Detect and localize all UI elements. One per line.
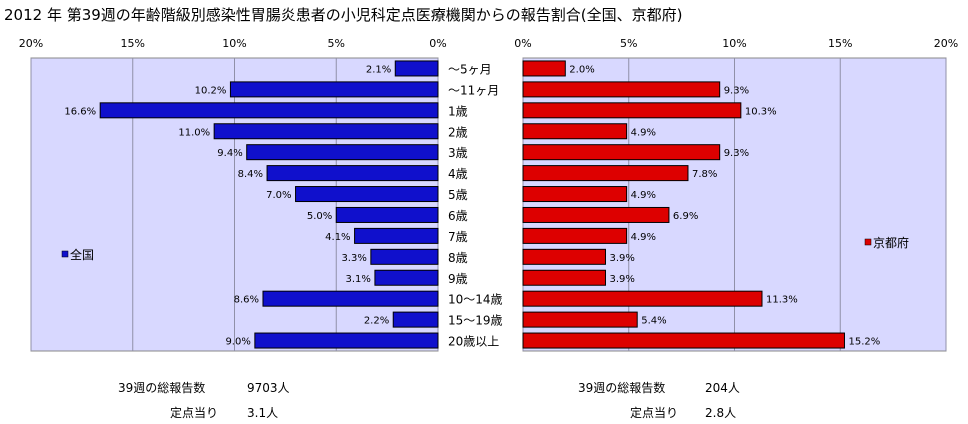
bar-zenkoku [295, 186, 439, 203]
bar-zenkoku [335, 206, 439, 223]
x-tick-label-right: 5% [620, 37, 637, 50]
data-label-kyoto: 3.9% [609, 274, 634, 285]
footer-right-total-label: 39週の総報告数 [578, 381, 666, 395]
bar-kyoto [522, 206, 670, 223]
data-label-kyoto: 4.9% [631, 232, 656, 243]
x-tick-label-left: 5% [328, 37, 345, 50]
footer-right-total-value: 204人 [705, 381, 740, 395]
x-tick-label-left: 15% [121, 37, 145, 50]
data-label-zenkoku: 9.4% [217, 148, 242, 159]
data-label-zenkoku: 8.6% [234, 295, 259, 306]
bar-kyoto [522, 311, 638, 328]
footer-left-perpoint-value: 3.1人 [247, 406, 279, 420]
footer-left-total-label: 39週の総報告数 [118, 381, 206, 395]
bar-zenkoku [254, 332, 439, 349]
category-label: 3歳 [448, 146, 468, 160]
data-label-kyoto: 4.9% [631, 190, 656, 201]
bar-zenkoku [370, 248, 439, 265]
bar-kyoto [522, 60, 566, 77]
legend-swatch-zenkoku [61, 250, 69, 258]
legend-swatch-kyoto [864, 238, 872, 246]
x-tick-label-right: 10% [722, 37, 746, 50]
data-label-zenkoku: 2.1% [366, 64, 391, 75]
data-label-kyoto: 11.3% [766, 295, 798, 306]
data-label-zenkoku: 9.0% [225, 337, 250, 348]
bar-zenkoku [246, 144, 439, 161]
data-label-zenkoku: 8.4% [238, 169, 263, 180]
category-label: 〜5ヶ月 [448, 62, 492, 76]
footer-right-perpoint-value: 2.8人 [705, 406, 737, 420]
x-tick-label-left: 20% [19, 37, 43, 50]
x-tick-label-right: 15% [828, 37, 852, 50]
category-label: 5歳 [448, 188, 468, 202]
data-label-zenkoku: 11.0% [178, 127, 210, 138]
footer-left-perpoint-label: 定点当り [170, 406, 219, 420]
category-label: 4歳 [448, 167, 468, 181]
bar-kyoto [522, 290, 763, 307]
category-label: 7歳 [448, 230, 468, 244]
x-tick-label-left: 10% [222, 37, 246, 50]
bar-kyoto [522, 81, 721, 98]
data-label-zenkoku: 16.6% [64, 106, 96, 117]
category-label: 15〜19歳 [448, 314, 503, 328]
data-label-kyoto: 3.9% [609, 253, 634, 264]
bar-zenkoku [392, 311, 439, 328]
data-label-kyoto: 7.8% [692, 169, 717, 180]
data-label-kyoto: 5.4% [641, 316, 666, 327]
bar-zenkoku [354, 227, 439, 244]
bar-kyoto [522, 332, 845, 349]
bar-zenkoku [229, 81, 439, 98]
bar-kyoto [522, 123, 628, 140]
category-label: 20歳以上 [448, 335, 499, 349]
x-tick-label-right: 0% [514, 37, 531, 50]
category-label: 1歳 [448, 104, 468, 118]
bar-zenkoku [374, 269, 439, 286]
data-label-kyoto: 9.3% [724, 148, 749, 159]
legend-label-zenkoku: 全国 [70, 247, 94, 262]
chart-title: 2012 年 第39週の年齢階級別感染性胃腸炎患者の小児科定点医療機関からの報告… [4, 6, 683, 24]
bar-kyoto [522, 165, 689, 182]
data-label-kyoto: 15.2% [848, 337, 880, 348]
category-label: 10〜14歳 [448, 293, 503, 307]
data-label-zenkoku: 3.1% [346, 274, 371, 285]
bar-kyoto [522, 186, 628, 203]
data-label-kyoto: 6.9% [673, 211, 698, 222]
bar-kyoto [522, 144, 721, 161]
bar-zenkoku [99, 102, 439, 119]
data-label-zenkoku: 2.2% [364, 316, 389, 327]
category-label: 9歳 [448, 272, 468, 286]
bar-zenkoku [266, 165, 439, 182]
data-label-zenkoku: 7.0% [266, 190, 291, 201]
bar-kyoto [522, 227, 628, 244]
bar-zenkoku [262, 290, 439, 307]
bar-kyoto [522, 102, 742, 119]
bar-zenkoku [213, 123, 439, 140]
data-label-zenkoku: 4.1% [325, 232, 350, 243]
category-label: 8歳 [448, 251, 468, 265]
bar-kyoto [522, 248, 606, 265]
data-label-zenkoku: 5.0% [307, 211, 332, 222]
legend-label-kyoto: 京都府 [873, 235, 909, 250]
footer-left-total-value: 9703人 [247, 381, 290, 395]
category-label: 6歳 [448, 209, 468, 223]
bar-zenkoku [394, 60, 439, 77]
x-tick-label-right: 20% [934, 37, 958, 50]
footer-right-perpoint-label: 定点当り [630, 406, 679, 420]
data-label-kyoto: 9.3% [724, 85, 749, 96]
data-label-kyoto: 2.0% [569, 64, 594, 75]
category-label: 〜11ヶ月 [448, 83, 499, 97]
data-label-zenkoku: 3.3% [341, 253, 366, 264]
data-label-zenkoku: 10.2% [195, 85, 227, 96]
bar-kyoto [522, 269, 606, 286]
data-label-kyoto: 10.3% [745, 106, 777, 117]
data-label-kyoto: 4.9% [631, 127, 656, 138]
x-tick-label-left: 0% [429, 37, 446, 50]
category-label: 2歳 [448, 125, 468, 139]
